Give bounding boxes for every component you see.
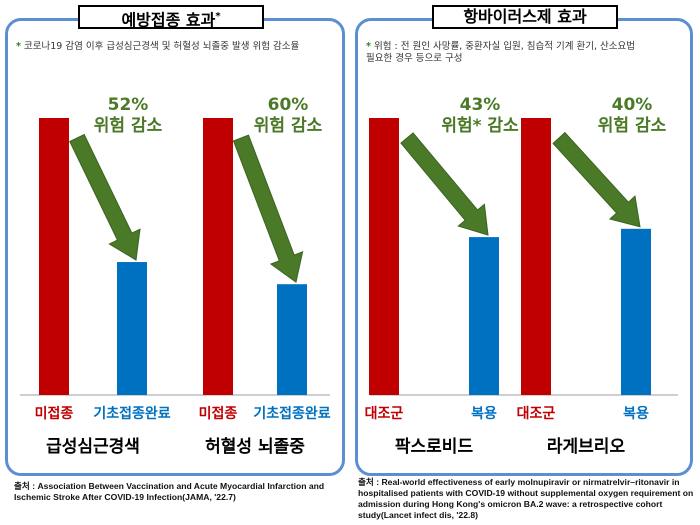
right-source-text: : Real-world effectiveness of early moln… [358,477,694,520]
note-star-icon: * [366,41,371,52]
bar [621,228,651,395]
category-label: 기초접종완료 [253,406,330,422]
category-label: 기초접종완료 [93,406,170,422]
category-label: 대조군 [365,406,404,422]
reduction-arrow [400,132,489,236]
left-source-text: : Association Between Vaccination and Ac… [14,481,325,502]
group-label: 급성심근경색 [46,437,140,457]
reduction-percent: 60% [268,95,309,115]
reduction-label: 위험 감소 [598,115,667,136]
right-note-text: 위험 : 전 원인 사망률, 중환자실 입원, 침습적 기계 환기, 산소요법 … [366,41,635,64]
group-label: 라게브리오 [547,437,626,457]
category-label: 미접종 [199,406,238,422]
reduction-label: 위험 감소 [94,115,163,136]
reduction-percent: 52% [108,95,149,115]
bar [369,118,399,395]
reduction-arrow [552,131,641,228]
reduction-arrow [232,134,304,284]
right-source-label: 출처 [358,477,374,487]
right-source: 출처 : Real-world effectiveness of early m… [358,477,696,521]
bar [469,237,499,395]
left-source-label: 출처 [14,481,30,491]
category-label: 복용 [471,406,497,422]
left-note: * 코로나19 감염 이후 급성심근경색 및 허혈성 뇌졸중 발생 위험 감소율 [16,41,336,53]
note-star-icon: * [16,41,21,52]
reduction-percent: 40% [612,95,653,115]
left-note-text: 코로나19 감염 이후 급성심근경색 및 허혈성 뇌졸중 발생 위험 감소율 [24,41,300,52]
category-label: 복용 [623,406,649,422]
reduction-arrow [69,133,141,261]
right-title-text: 항바이러스제 효과 [463,7,587,26]
bar [39,118,69,395]
left-title-mark: * [215,11,221,22]
bar [277,284,307,395]
left-source: 출처 : Association Between Vaccination and… [14,481,344,503]
reduction-percent: 43% [460,95,501,115]
reduction-label: 위험 감소 [254,115,323,136]
bar [117,262,147,395]
group-label: 팍스로비드 [395,437,474,457]
left-title-text: 예방접종 효과 [121,10,216,30]
bar [203,118,233,395]
bar [521,118,551,395]
right-note: * 위험 : 전 원인 사망률, 중환자실 입원, 침습적 기계 환기, 산소요… [366,41,646,65]
group-label: 허혈성 뇌졸중 [205,436,305,457]
category-label: 미접종 [35,406,74,422]
category-label: 대조군 [517,406,556,422]
left-panel-title: 예방접종 효과* [78,5,264,29]
right-panel-title: 항바이러스제 효과 [432,5,618,29]
reduction-label: 위험* 감소 [441,115,519,136]
